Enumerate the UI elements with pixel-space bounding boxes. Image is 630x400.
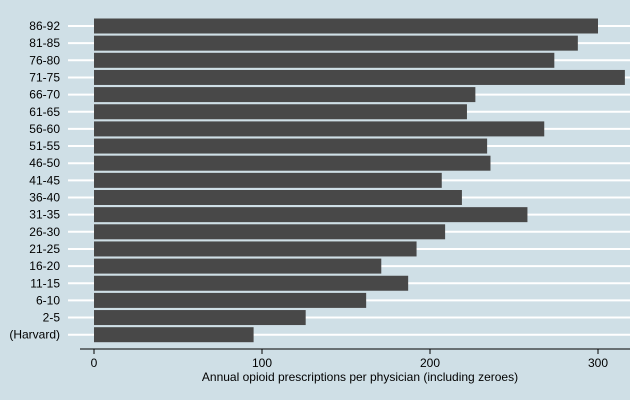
bar [94, 69, 625, 85]
x-tick-label: 300 [588, 356, 608, 370]
x-tick-label: 200 [420, 356, 440, 370]
bar [94, 224, 446, 240]
bar [94, 35, 578, 51]
y-tick-label: 41-45 [29, 173, 60, 187]
y-tick-label: (Harvard) [9, 328, 60, 342]
bar [94, 258, 382, 274]
bar [94, 87, 476, 103]
x-tick-label: 0 [91, 356, 98, 370]
y-tick-label: 56-60 [29, 122, 60, 136]
bar [94, 138, 488, 154]
bar [94, 327, 254, 343]
y-tick-label: 66-70 [29, 88, 60, 102]
bar [94, 155, 491, 171]
bar [94, 121, 545, 137]
bar [94, 52, 555, 68]
x-axis: 0 100 200 300 [80, 348, 630, 370]
bar [94, 172, 442, 188]
bar [94, 241, 417, 257]
y-tick-label: 81-85 [29, 36, 60, 50]
y-tick-label: 26-30 [29, 225, 60, 239]
bar [94, 190, 462, 205]
bar [94, 18, 598, 34]
y-tick-label: 71-75 [29, 70, 60, 84]
y-tick-label: 11-15 [30, 276, 60, 290]
bar [94, 292, 367, 308]
bar [94, 104, 467, 120]
y-tick-label: 2-5 [43, 311, 61, 325]
bar [94, 207, 528, 223]
y-tick-label: 21-25 [29, 242, 60, 256]
y-tick-label: 6-10 [36, 293, 60, 307]
y-tick-label: 76-80 [29, 53, 60, 67]
y-tick-label: 36-40 [29, 191, 60, 205]
x-tick-label: 100 [252, 356, 272, 370]
y-tick-label: 51-55 [29, 139, 60, 153]
y-tick-label: 46-50 [29, 156, 60, 170]
bar [94, 275, 409, 291]
y-tick-label: 16-20 [29, 259, 60, 273]
y-tick-label: 31-35 [29, 208, 60, 222]
x-axis-title: Annual opioid prescriptions per physicia… [202, 370, 518, 384]
y-tick-labels: 86-92 81-85 76-80 71-75 66-70 61-65 56-60 51-55… [9, 19, 60, 342]
bars [94, 18, 625, 343]
bar [94, 310, 306, 326]
y-tick-label: 86-92 [29, 19, 60, 33]
y-tick-label: 61-65 [29, 105, 60, 119]
